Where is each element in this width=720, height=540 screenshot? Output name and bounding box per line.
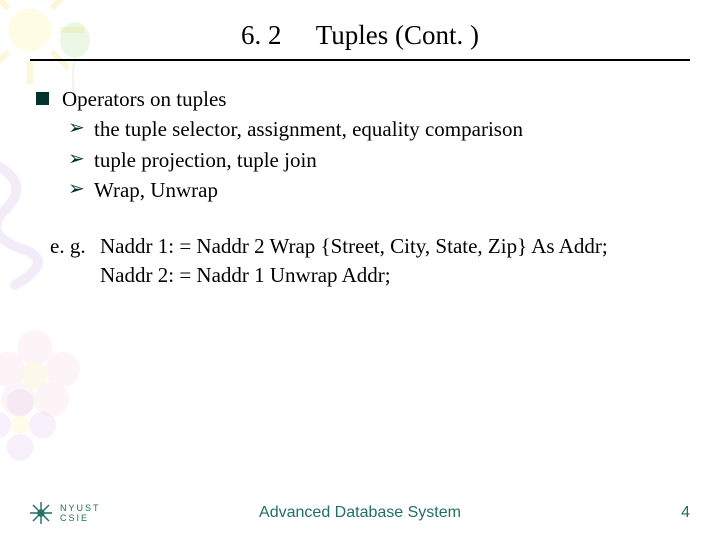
content-area: Operators on tuples the tuple selector, … — [30, 85, 690, 289]
slide-title: 6. 2 Tuples (Cont. ) — [30, 20, 690, 59]
example-label: e. g. — [50, 232, 100, 260]
footer: NYUST CSIE Advanced Database System 4 — [0, 500, 720, 526]
snowflake-icon — [28, 500, 54, 526]
bullet-lvl2-text: Wrap, Unwrap — [94, 178, 218, 202]
logo-line2: CSIE — [60, 513, 101, 523]
example-code-2: Naddr 2: = Naddr 1 Unwrap Addr; — [100, 263, 391, 287]
page-number: 4 — [681, 504, 690, 522]
bullet-lvl2-text: the tuple selector, assignment, equality… — [94, 117, 523, 141]
footer-logo: NYUST CSIE — [28, 500, 101, 526]
bullet-lvl1-text: Operators on tuples — [62, 87, 226, 111]
logo-line1: NYUST — [60, 503, 101, 513]
bullet-lvl2: Wrap, Unwrap — [36, 176, 690, 204]
slide: 6. 2 Tuples (Cont. ) Operators on tuples… — [0, 0, 720, 540]
title-text: Tuples (Cont. ) — [316, 20, 479, 50]
example-code-1: Naddr 1: = Naddr 2 Wrap {Street, City, S… — [100, 232, 608, 260]
bullet-lvl2: tuple projection, tuple join — [36, 146, 690, 174]
example-line: Naddr 2: = Naddr 1 Unwrap Addr; — [50, 261, 690, 289]
bullet-lvl2: the tuple selector, assignment, equality… — [36, 115, 690, 143]
example-line: e. g. Naddr 1: = Naddr 2 Wrap {Street, C… — [50, 232, 690, 260]
bullet-lvl2-text: tuple projection, tuple join — [94, 148, 317, 172]
footer-center-text: Advanced Database System — [259, 504, 461, 522]
example-block: e. g. Naddr 1: = Naddr 2 Wrap {Street, C… — [36, 232, 690, 289]
logo-text: NYUST CSIE — [60, 503, 101, 524]
section-number: 6. 2 — [241, 20, 282, 51]
bullet-lvl1: Operators on tuples — [36, 85, 690, 113]
title-rule — [30, 59, 690, 61]
